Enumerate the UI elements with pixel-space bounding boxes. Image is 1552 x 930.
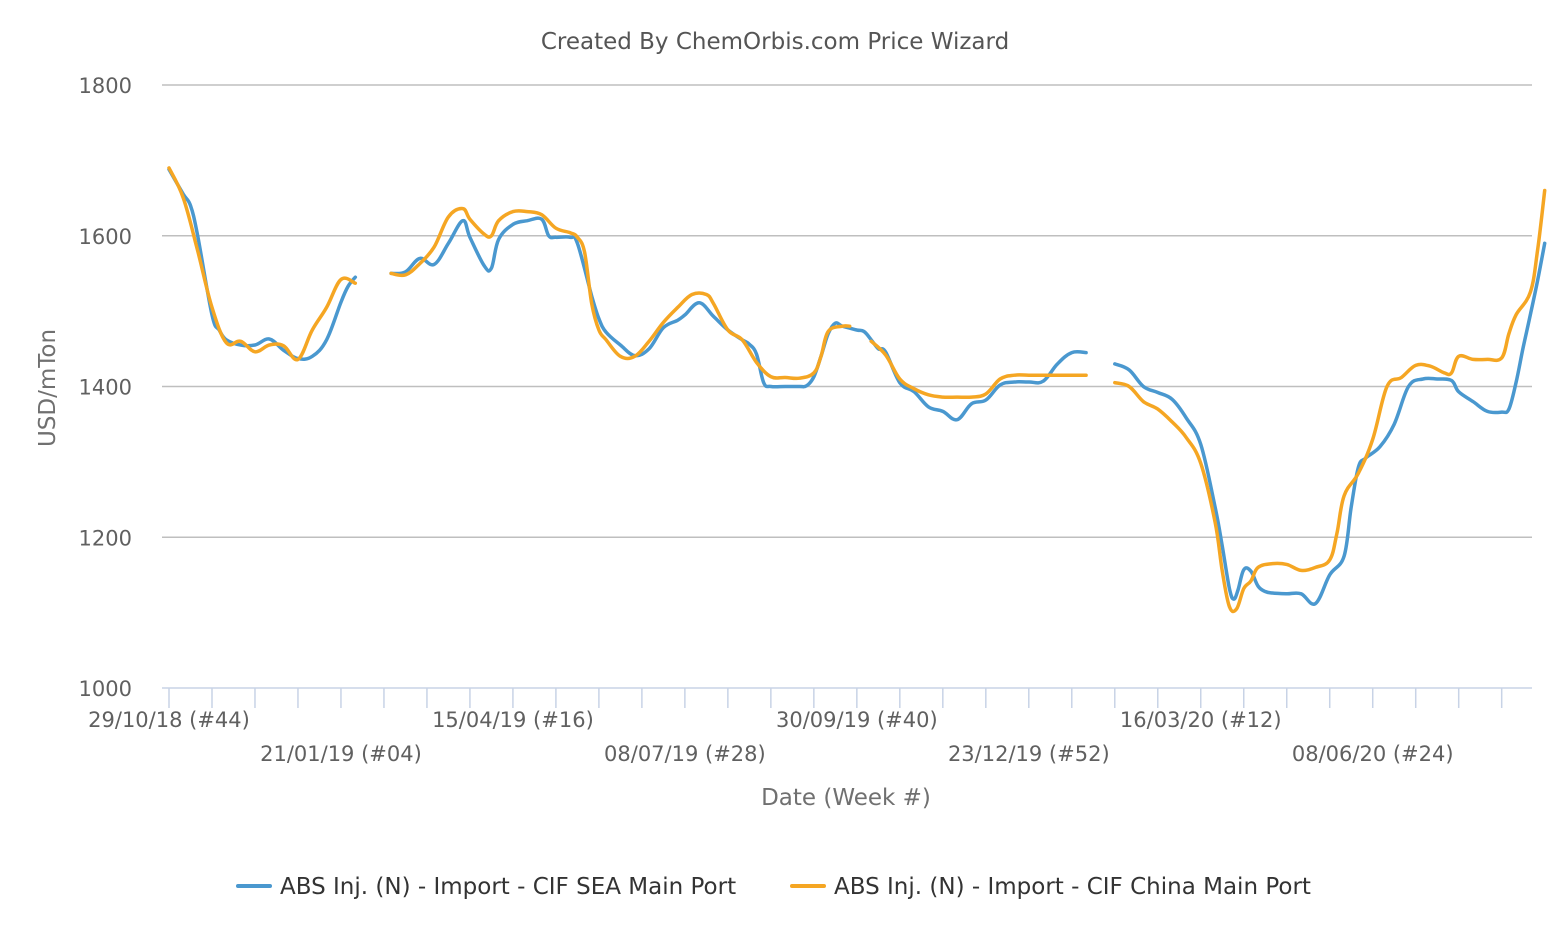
legend[interactable]: ABS Inj. (N) - Import - CIF SEA Main Por… bbox=[236, 874, 1311, 900]
x-axis-title: Date (Week #) bbox=[761, 785, 931, 811]
x-tick-label: 29/10/18 (#44) bbox=[88, 708, 250, 732]
x-tick-label: 08/07/19 (#28) bbox=[604, 742, 766, 766]
x-tick-label: 21/01/19 (#04) bbox=[260, 742, 422, 766]
series-line-segment[interactable] bbox=[869, 339, 1088, 400]
y-axis-title: USD/mTon bbox=[35, 329, 61, 447]
series-line-segment[interactable] bbox=[167, 166, 358, 362]
x-tick-label: 08/06/20 (#24) bbox=[1292, 742, 1454, 766]
legend-item[interactable]: ABS Inj. (N) - Import - CIF SEA Main Por… bbox=[236, 874, 736, 900]
y-tick-label: 1000 bbox=[79, 677, 132, 701]
series-line-segment[interactable] bbox=[389, 216, 1088, 422]
series-china[interactable] bbox=[167, 166, 1547, 614]
legend-label: ABS Inj. (N) - Import - CIF China Main P… bbox=[834, 874, 1311, 900]
x-axis: 29/10/18 (#44) 21/01/19 (#04) 15/04/19 (#1… bbox=[88, 687, 1532, 766]
series-line-segment[interactable] bbox=[167, 167, 358, 362]
y-tick-label: 1200 bbox=[79, 526, 132, 550]
x-tick-label: 16/03/20 (#12) bbox=[1120, 708, 1282, 732]
series-lines[interactable] bbox=[167, 166, 1547, 614]
legend-item[interactable]: ABS Inj. (N) - Import - CIF China Main P… bbox=[790, 874, 1311, 900]
x-tick-label: 23/12/19 (#52) bbox=[948, 742, 1110, 766]
x-tick-label: 30/09/19 (#40) bbox=[776, 708, 938, 732]
series-sea[interactable] bbox=[167, 167, 1547, 606]
y-axis-ticks: 1000 1200 1400 1600 1800 bbox=[79, 74, 132, 701]
y-tick-label: 1800 bbox=[79, 74, 132, 98]
series-line-segment[interactable] bbox=[1113, 188, 1547, 614]
y-tick-label: 1400 bbox=[79, 376, 132, 400]
series-line-segment[interactable] bbox=[1113, 241, 1547, 606]
y-tick-label: 1600 bbox=[79, 225, 132, 249]
chart-title: Created By ChemOrbis.com Price Wizard bbox=[541, 29, 1009, 55]
series-line-segment[interactable] bbox=[389, 206, 852, 381]
grid-lines bbox=[162, 84, 1532, 538]
x-tick-label: 15/04/19 (#16) bbox=[432, 708, 594, 732]
legend-label: ABS Inj. (N) - Import - CIF SEA Main Por… bbox=[280, 874, 736, 900]
